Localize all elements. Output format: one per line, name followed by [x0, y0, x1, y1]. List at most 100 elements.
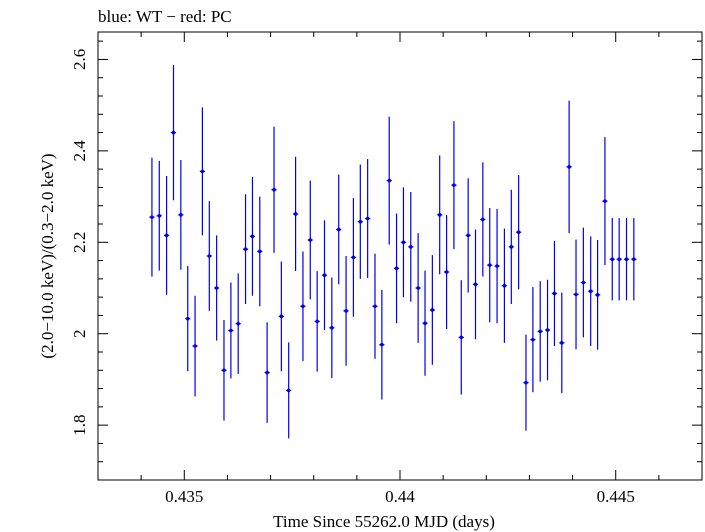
- point-marker: [624, 257, 629, 262]
- point-marker: [322, 273, 327, 278]
- point-marker: [257, 249, 262, 254]
- x-axis: 0.435 0.44 0.445: [97, 32, 703, 506]
- point-marker: [164, 233, 169, 238]
- y-tick-label: 2.4: [70, 140, 89, 162]
- point-marker: [444, 270, 449, 274]
- point-marker: [567, 165, 571, 169]
- point-marker: [408, 245, 413, 249]
- point-marker: [516, 230, 521, 235]
- point-marker: [330, 325, 334, 330]
- point-marker: [365, 216, 370, 221]
- point-marker: [344, 309, 348, 313]
- x-tick-label: 0.445: [597, 487, 635, 506]
- point-marker: [509, 245, 514, 249]
- data-point: [458, 280, 464, 395]
- y-tick-label: 1.8: [70, 415, 89, 436]
- data-point: [609, 218, 615, 301]
- data-point: [480, 162, 486, 277]
- data-point: [264, 322, 270, 423]
- point-marker: [559, 341, 564, 345]
- point-marker: [603, 199, 607, 203]
- data-point: [357, 164, 363, 279]
- data-point: [156, 160, 162, 271]
- data-point: [472, 229, 479, 340]
- point-marker: [524, 380, 528, 385]
- point-marker: [193, 344, 197, 348]
- point-marker: [502, 283, 507, 288]
- point-marker: [452, 183, 456, 187]
- point-marker: [459, 335, 464, 340]
- data-point: [437, 155, 443, 275]
- point-marker: [279, 314, 284, 319]
- data-point: [623, 218, 630, 301]
- data-point: [185, 266, 191, 372]
- data-point: [422, 270, 428, 376]
- point-marker: [185, 316, 190, 321]
- data-point: [170, 64, 177, 201]
- x-tick-label: 0.435: [165, 487, 203, 506]
- data-point: [164, 176, 170, 295]
- point-marker: [286, 388, 291, 393]
- data-point: [530, 287, 536, 393]
- point-marker: [222, 368, 226, 373]
- point-marker: [236, 321, 241, 326]
- data-point: [415, 233, 421, 343]
- point-marker: [495, 264, 499, 268]
- point-marker: [171, 130, 176, 135]
- point-marker: [272, 187, 276, 192]
- point-marker: [538, 329, 543, 334]
- point-marker: [531, 337, 535, 342]
- point-marker: [207, 254, 212, 258]
- data-point: [602, 137, 608, 266]
- point-marker: [214, 286, 219, 290]
- data-point: [372, 253, 378, 359]
- data-point: [616, 218, 622, 301]
- point-marker: [545, 328, 550, 332]
- data-point: [314, 271, 320, 372]
- point-marker: [150, 215, 154, 219]
- data-point: [350, 197, 356, 317]
- x-tick-label: 0.44: [385, 487, 415, 506]
- point-marker: [358, 219, 363, 224]
- data-point: [393, 213, 400, 324]
- chart-title: blue: WT − red: PC: [98, 7, 232, 26]
- data-point: [537, 281, 543, 382]
- data-point: [149, 157, 155, 277]
- data-point: [286, 342, 292, 439]
- point-marker: [157, 213, 162, 218]
- point-marker: [437, 213, 442, 217]
- data-point: [573, 239, 579, 350]
- y-axis: 1.8 2 2.2 2.4 2.6: [70, 40, 702, 481]
- data-point: [343, 256, 349, 366]
- point-marker: [351, 255, 356, 260]
- point-marker: [423, 321, 427, 326]
- point-marker: [430, 308, 435, 312]
- point-marker: [308, 238, 313, 242]
- data-point: [451, 121, 457, 250]
- data-point: [508, 189, 514, 304]
- data-point: [408, 192, 414, 302]
- point-marker: [336, 227, 341, 232]
- point-marker: [632, 257, 636, 262]
- data-point: [307, 180, 313, 300]
- data-point: [278, 261, 284, 372]
- x-axis-label: Time Since 55262.0 MJD (days): [273, 512, 495, 531]
- point-marker: [394, 266, 399, 271]
- data-point: [595, 240, 601, 350]
- y-tick-label: 2: [70, 329, 89, 338]
- data-point: [365, 159, 371, 278]
- data-point: [329, 277, 335, 379]
- data-series: [149, 64, 637, 439]
- point-marker: [380, 342, 384, 347]
- data-point: [379, 289, 385, 400]
- point-marker: [387, 178, 392, 183]
- data-point: [400, 187, 407, 298]
- data-point: [257, 196, 263, 307]
- data-point: [178, 160, 184, 270]
- data-point: [559, 292, 565, 394]
- point-marker: [588, 289, 593, 294]
- point-marker: [595, 293, 600, 297]
- y-tick-label: 2.6: [70, 49, 89, 70]
- data-point: [501, 228, 507, 343]
- data-point: [566, 100, 572, 234]
